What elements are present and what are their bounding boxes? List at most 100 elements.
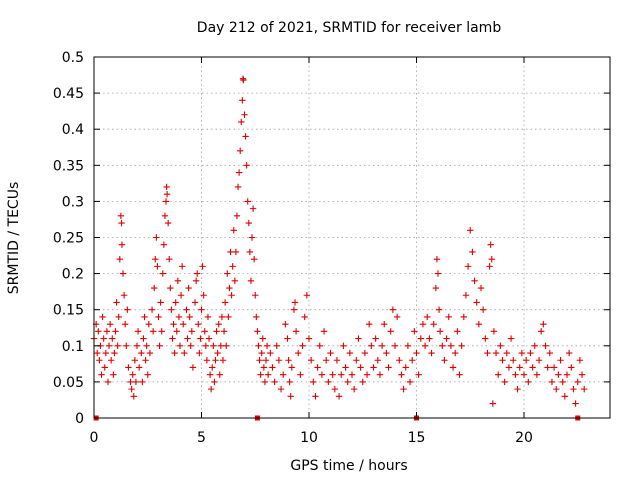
data-point	[449, 364, 457, 371]
y-tick-label: 0.1	[62, 339, 84, 355]
data-point	[175, 313, 183, 321]
data-point	[456, 371, 463, 378]
data-point	[495, 371, 502, 378]
data-point	[295, 349, 302, 357]
data-point	[282, 320, 289, 328]
data-point	[237, 147, 244, 155]
data-point	[145, 320, 153, 328]
data-point	[191, 299, 199, 306]
data-point	[430, 320, 437, 328]
data-point	[158, 328, 165, 335]
data-point	[164, 219, 172, 227]
y-tick-label: 0.5	[62, 50, 84, 66]
data-point	[299, 342, 306, 349]
data-point	[529, 364, 536, 371]
data-point	[535, 357, 543, 364]
data-point	[235, 169, 243, 176]
data-point	[109, 335, 116, 342]
data-point	[214, 349, 221, 357]
data-point	[157, 299, 164, 306]
data-point	[393, 313, 401, 321]
data-point	[100, 335, 107, 342]
data-point	[454, 328, 461, 335]
data-point	[256, 357, 263, 364]
data-point	[160, 241, 168, 248]
data-point	[333, 357, 341, 364]
data-point	[255, 342, 262, 349]
data-point	[128, 385, 135, 393]
data-point	[307, 357, 315, 364]
data-point	[271, 378, 278, 386]
data-point	[376, 371, 384, 378]
data-point	[473, 299, 480, 306]
data-point	[210, 342, 217, 349]
data-point	[424, 313, 431, 321]
data-point	[197, 335, 204, 342]
data-point	[242, 133, 249, 140]
data-point	[117, 212, 125, 220]
data-point	[413, 349, 420, 357]
data-point	[119, 270, 127, 277]
data-point	[553, 385, 560, 393]
data-point	[163, 190, 171, 198]
data-point	[411, 328, 418, 335]
data-point	[312, 393, 319, 400]
data-point	[168, 306, 175, 313]
data-point	[231, 277, 239, 285]
data-point	[290, 306, 298, 313]
x-tick-label: 20	[515, 430, 533, 446]
data-point	[363, 371, 371, 378]
data-point	[167, 284, 174, 292]
x-tick-label: 15	[408, 430, 426, 446]
data-point	[359, 378, 366, 386]
y-tick-label: 0.4	[62, 122, 84, 138]
data-point	[139, 378, 146, 386]
data-point	[221, 299, 229, 306]
data-point	[464, 263, 472, 270]
data-point	[561, 393, 569, 400]
data-point	[233, 212, 241, 220]
data-point	[143, 342, 150, 349]
data-point	[428, 349, 435, 357]
data-point	[570, 385, 577, 393]
data-point	[368, 342, 375, 349]
data-point	[310, 378, 317, 386]
data-point	[531, 342, 538, 349]
data-point	[112, 328, 119, 335]
data-point	[212, 357, 219, 364]
data-point	[460, 313, 467, 321]
data-point	[542, 342, 549, 349]
data-point	[507, 335, 515, 342]
data-point	[110, 371, 117, 378]
data-point	[581, 385, 588, 393]
data-point	[512, 371, 519, 378]
data-point	[400, 385, 407, 393]
data-point	[125, 364, 132, 371]
data-point	[505, 364, 513, 371]
data-point	[280, 371, 287, 378]
data-point	[404, 342, 412, 349]
data-point	[576, 357, 584, 364]
data-point	[225, 313, 232, 321]
data-point	[240, 76, 247, 84]
data-point	[503, 349, 510, 357]
data-point	[220, 328, 228, 335]
data-point	[572, 400, 579, 407]
data-point	[131, 357, 139, 364]
data-point	[118, 241, 126, 248]
data-point	[232, 248, 240, 256]
data-point	[486, 263, 493, 270]
data-point	[216, 371, 223, 378]
data-point	[206, 371, 214, 378]
data-point	[250, 255, 258, 263]
data-point	[533, 371, 541, 378]
data-point	[318, 371, 326, 378]
data-point	[287, 393, 294, 400]
y-tick-label: 0.35	[53, 158, 84, 174]
data-point	[391, 342, 399, 349]
data-point	[123, 342, 130, 349]
data-point	[492, 349, 500, 357]
data-point	[174, 277, 182, 285]
data-point	[574, 378, 581, 386]
